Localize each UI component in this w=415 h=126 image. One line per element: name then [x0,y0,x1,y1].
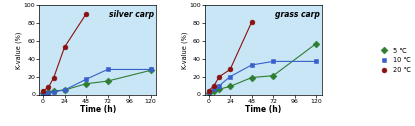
X-axis label: Time (h): Time (h) [80,105,116,114]
Text: silver carp: silver carp [110,10,154,19]
Legend: 5 ℃, 10 ℃, 20 ℃: 5 ℃, 10 ℃, 20 ℃ [377,47,412,74]
Y-axis label: K-value (%): K-value (%) [181,31,188,69]
Y-axis label: K-value (%): K-value (%) [16,31,22,69]
X-axis label: Time (h): Time (h) [245,105,281,114]
Text: grass carp: grass carp [275,10,320,19]
